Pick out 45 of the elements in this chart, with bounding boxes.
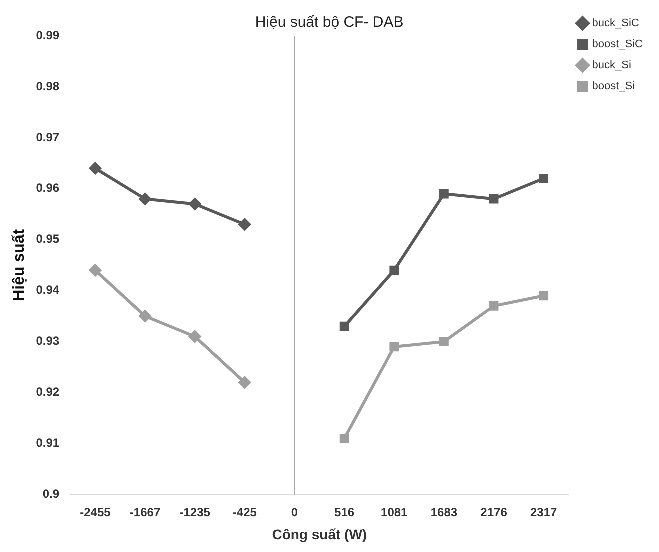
x-axis-title: Công suất (W) — [272, 526, 368, 542]
legend-label: boost_Si — [592, 80, 636, 93]
y-tick-label: 0.97 — [36, 130, 60, 144]
point — [189, 330, 202, 343]
point — [238, 218, 251, 231]
legend-label: buck_Si — [592, 60, 632, 72]
x-tick-label: 2317 — [530, 505, 558, 520]
y-tick-label: 0.93 — [36, 334, 60, 348]
x-tick-label: 1081 — [381, 505, 408, 520]
point — [139, 310, 152, 322]
y-tick-label: 0.95 — [36, 232, 60, 246]
x-tick-label: 2176 — [480, 505, 508, 520]
point — [440, 189, 449, 199]
point — [539, 174, 549, 184]
chart-title: Hiệu suất bộ CF- DAB — [255, 14, 404, 32]
point — [189, 198, 202, 210]
point — [139, 193, 152, 206]
x-tick-label: -425 — [232, 505, 258, 520]
point — [390, 342, 400, 352]
y-tick-label: 0.96 — [36, 181, 60, 196]
point — [238, 376, 251, 389]
x-tick-label: 516 — [334, 505, 355, 520]
point — [489, 194, 499, 204]
point — [340, 322, 350, 332]
y-axis-title: Hiệu suất — [11, 228, 28, 302]
x-tick-label: -2455 — [80, 505, 112, 520]
x-tick-label: 1683 — [430, 505, 458, 520]
point — [89, 162, 102, 175]
point — [539, 291, 549, 301]
point — [489, 302, 499, 311]
point — [440, 337, 449, 347]
y-tick-label: 0.98 — [36, 79, 60, 94]
y-tick-label: 0.91 — [36, 436, 60, 450]
point — [390, 266, 400, 276]
legend-label: boost_SiC — [592, 38, 644, 51]
y-tick-label: 0.99 — [36, 28, 60, 42]
y-tick-label: 0.92 — [36, 385, 60, 400]
x-tick-label: 0 — [291, 505, 298, 520]
point — [340, 434, 350, 444]
y-tick-label: 0.9 — [42, 487, 60, 502]
y-tick-label: 0.94 — [36, 283, 60, 298]
x-tick-label: -1235 — [180, 505, 211, 520]
point — [89, 264, 102, 276]
x-tick-label: -1667 — [130, 505, 161, 520]
legend-label: buck_SiC — [592, 18, 640, 30]
